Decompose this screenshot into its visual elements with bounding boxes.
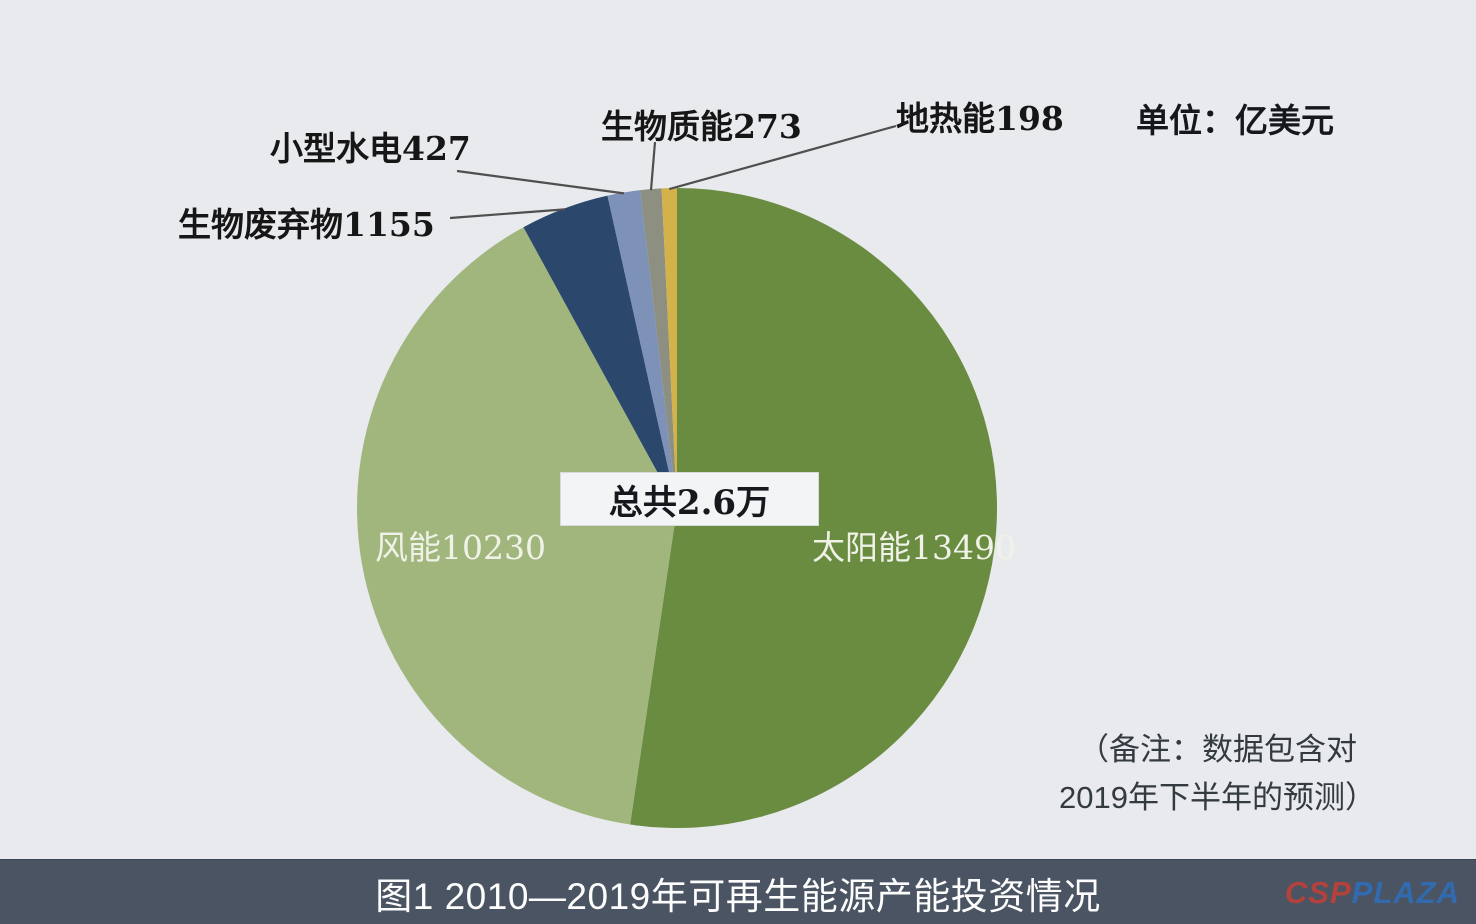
label-biomass: 生物质能273 bbox=[601, 107, 802, 146]
label-geothermal: 地热能198 bbox=[896, 99, 1064, 138]
note: （备注：数据包含对 2019年下半年的预测） bbox=[1030, 726, 1405, 822]
unit-label: 单位：亿美元 bbox=[1136, 101, 1334, 140]
total-label: 总共2.6万 bbox=[608, 482, 771, 523]
label-small-hydro: 小型水电427 bbox=[270, 129, 471, 168]
pie-slice-生物质能 bbox=[640, 188, 677, 508]
pie-slice-生物废弃物 bbox=[523, 195, 677, 508]
leader-line-生物废弃物 bbox=[449, 208, 565, 220]
caption-bar: 图1 2010—2019年可再生能源产能投资情况 CSPPLAZA bbox=[0, 859, 1476, 924]
note-line-1: （备注：数据包含对 bbox=[1078, 732, 1357, 767]
logo-plaza-text: PLAZA bbox=[1351, 874, 1460, 910]
figure-caption: 图1 2010—2019年可再生能源产能投资情况 bbox=[375, 875, 1101, 917]
cspplaza-logo: CSPPLAZA bbox=[1285, 875, 1460, 911]
pie-slice-地热能 bbox=[661, 188, 677, 508]
label-bio-waste: 生物废弃物1155 bbox=[178, 205, 435, 244]
total-label-box: 总共2.6万 bbox=[560, 472, 819, 526]
leader-line-小型水电 bbox=[456, 169, 625, 195]
leader-line-地热能 bbox=[669, 124, 897, 191]
label-solar-slice: 太阳能13490 bbox=[812, 528, 1016, 567]
label-wind-slice: 风能10230 bbox=[375, 528, 546, 567]
pie-slice-风能 bbox=[357, 227, 677, 825]
logo-csp-text: CSP bbox=[1284, 874, 1352, 910]
leader-line-生物质能 bbox=[649, 141, 657, 191]
note-line-2: 2019年下半年的预测） bbox=[1059, 780, 1376, 815]
pie-slice-小型水电 bbox=[607, 190, 677, 509]
